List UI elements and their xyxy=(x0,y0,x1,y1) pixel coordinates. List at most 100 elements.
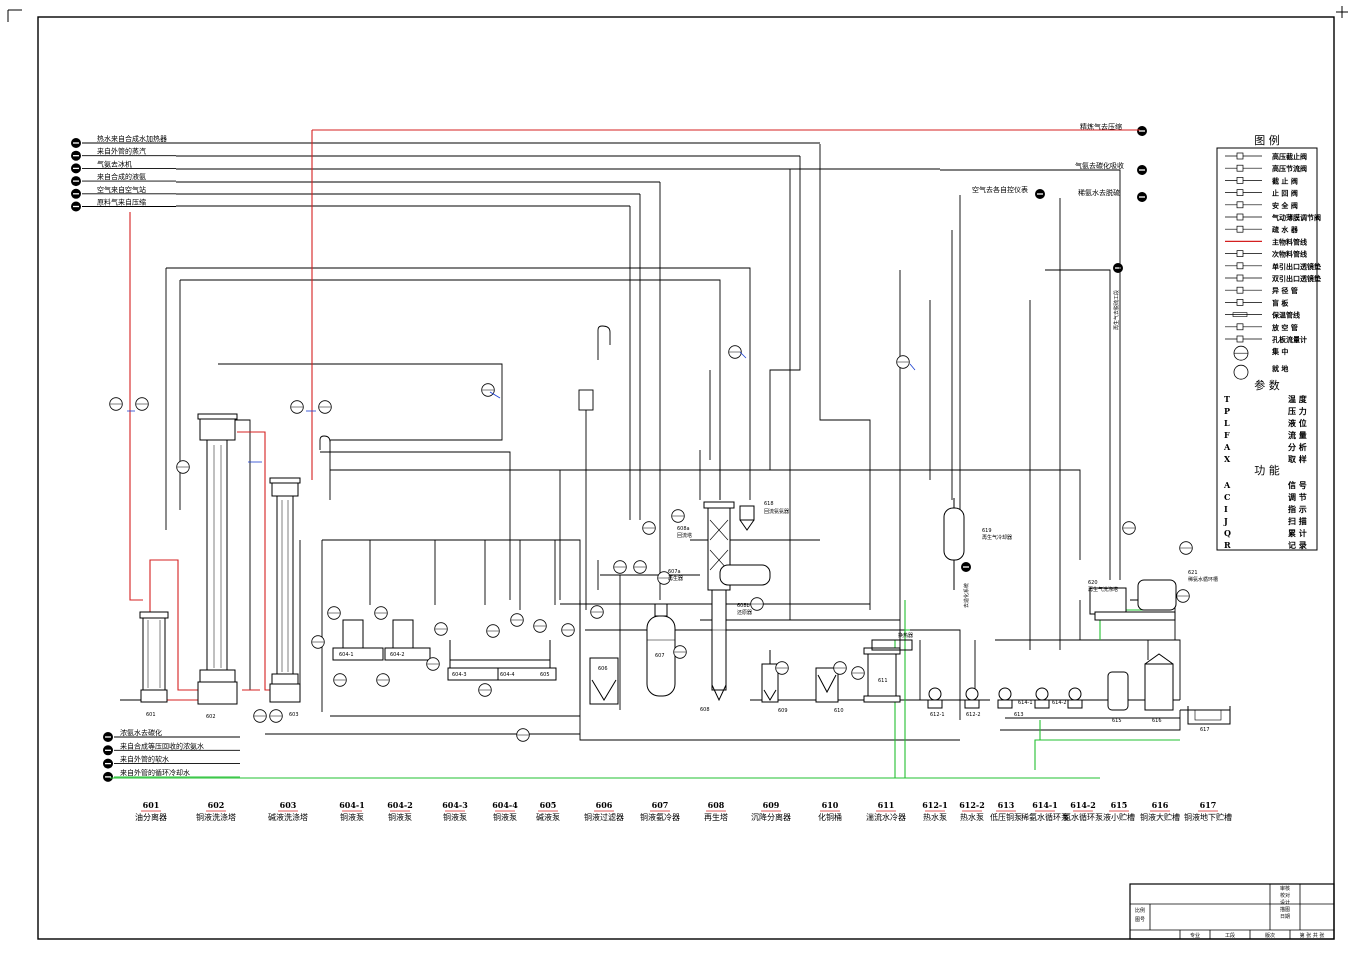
equipment-606-copper-filter xyxy=(589,657,619,705)
equipment-no: 614-2 xyxy=(1070,800,1096,810)
equipment-no: 604-3 xyxy=(442,800,468,810)
outlet-label-2: 空气去各自控仪表 xyxy=(972,185,1028,194)
inlet-terminal-icon xyxy=(71,176,81,187)
outlet-label-0: 精炼气去压缩 xyxy=(1080,122,1122,131)
inlet-label-1: 来自外管的蒸汽 xyxy=(97,147,146,156)
bottom-inlet-label-0: 浓氨水去碳化 xyxy=(120,728,162,737)
hp-stop-valve-icon xyxy=(1225,152,1262,160)
legend-label: 疏 水 器 xyxy=(1272,225,1299,234)
equipment-604-copper-pumps xyxy=(332,619,557,681)
title-block-bottom-cell: 专业 xyxy=(1190,932,1200,939)
inlet-terminal-icon xyxy=(71,150,81,161)
left-inlet-lines: 热水来自合成水加热器来自外管的蒸汽气氨去冰机来自合成的液氨空气来自空气站原料气来… xyxy=(71,134,940,212)
label-612-2: 612-2 xyxy=(966,712,981,718)
param-label: 分 析 xyxy=(1288,442,1307,452)
single-gauge-icon xyxy=(1225,262,1262,270)
equipment-no: 613 xyxy=(998,800,1015,810)
label-608b: 608b xyxy=(737,603,750,609)
label-607a: 607a xyxy=(668,569,681,575)
label-608b-name: 还原器 xyxy=(737,609,752,616)
equipment-name: 热水泵 xyxy=(923,812,947,822)
equipment-no: 603 xyxy=(280,800,297,810)
func-code: A xyxy=(1223,480,1231,490)
param-code: A xyxy=(1223,442,1231,452)
equipment-no: 612-1 xyxy=(922,800,948,810)
vertical-label-carbonation: 去造化系统 xyxy=(963,583,970,608)
equipment-no: 604-4 xyxy=(492,800,518,810)
bottom-inlet-terminal-icon xyxy=(103,745,113,756)
label-614-2: 614-2 xyxy=(1052,700,1067,706)
legend-label: 安 全 阀 xyxy=(1272,201,1298,210)
legend-label: 保温管线 xyxy=(1271,311,1300,320)
equipment-no: 604-2 xyxy=(387,800,413,810)
legend-label: 气动薄膜调节阀 xyxy=(1271,213,1321,222)
param-code: F xyxy=(1224,430,1230,440)
equipment-name: 铜液洗涤塔 xyxy=(196,812,236,822)
equipment-615-616-617-tanks xyxy=(1107,653,1231,725)
instrument-links xyxy=(127,351,916,463)
equipment-608-regeneration-tower xyxy=(703,501,771,702)
label-604-4: 604-4 xyxy=(500,672,515,678)
equipment-name: 低压铜泵 xyxy=(990,812,1022,822)
label-607a-name: 再生器 xyxy=(668,575,683,582)
inlet-label-5: 原料气来自压缩 xyxy=(97,198,146,207)
label-601: 601 xyxy=(146,712,156,718)
title-block-left-row: 比例 xyxy=(1135,907,1145,914)
param-label: 温 度 xyxy=(1288,394,1308,404)
func-code: R xyxy=(1224,540,1231,550)
drawing-frame xyxy=(37,16,1335,940)
legend-label: 单引出口透镜垫 xyxy=(1272,262,1321,271)
legend-func-rows: A 信 号 C 调 节 I 指 示 J 扫 描 Q 累 计 R 记 录 xyxy=(1223,480,1307,550)
title-block-bottom-cell: 第 张 共 张 xyxy=(1300,932,1325,939)
safety-valve-icon xyxy=(1225,201,1262,209)
double-gauge-icon xyxy=(1225,274,1262,282)
func-code: J xyxy=(1223,516,1228,526)
label-604-2: 604-2 xyxy=(390,652,405,658)
title-block-bottom-cell: 版次 xyxy=(1265,932,1275,939)
equipment-610-copper-dissolver xyxy=(815,667,839,703)
label-611: 611 xyxy=(878,678,888,684)
blind-plate-icon xyxy=(1225,299,1262,306)
bottom-inlet-label-2: 来自外管的软水 xyxy=(120,755,169,764)
equipment-613-614-pumps xyxy=(997,687,1083,709)
legend-label: 双引出口透镜垫 xyxy=(1272,274,1321,283)
label-619-name: 再生气冷却器 xyxy=(982,534,1012,541)
equipment-612-hot-water-pumps xyxy=(927,687,980,709)
label-608a-name: 回流塔 xyxy=(677,532,692,539)
drawing-equipment-labels: 601 602 603 604-1 604-2 604-3 604-4 605 … xyxy=(146,501,1218,733)
func-label: 调 节 xyxy=(1288,492,1307,502)
legend-label: 就 地 xyxy=(1272,364,1288,373)
legend-label: 盲 板 xyxy=(1272,298,1289,307)
inlet-label-4: 空气来自空气站 xyxy=(97,185,146,194)
equipment-name: 铜液泵 xyxy=(340,812,364,822)
inlet-label-0: 热水来自合成水加热器 xyxy=(97,134,167,143)
label-608a: 608a xyxy=(677,526,690,532)
equipment-no: 605 xyxy=(540,800,557,810)
equipment-name: 湍流水冷器 xyxy=(866,812,906,822)
param-label: 取 样 xyxy=(1288,454,1307,464)
equipment-name: 稀氨水循环泵 xyxy=(1021,812,1069,822)
equipment-name: 铜液大贮槽 xyxy=(1140,812,1180,822)
equipment-name: 沉降分离器 xyxy=(751,812,791,822)
inlet-terminal-icon xyxy=(71,163,81,174)
title-block-left-row: 图号 xyxy=(1135,917,1145,923)
equipment-no: 615 xyxy=(1111,800,1128,810)
equipment-no: 610 xyxy=(822,800,839,810)
label-612-1: 612-1 xyxy=(930,712,945,718)
legend-title: 图 例 xyxy=(1254,133,1280,147)
equipment-603-alkali-wash-tower xyxy=(269,477,301,703)
equipment-no: 607 xyxy=(652,800,669,810)
legend-params-title: 参 数 xyxy=(1254,378,1280,392)
central-icon xyxy=(1233,345,1249,361)
label-611-mark: 换热器 xyxy=(898,632,913,639)
func-code: C xyxy=(1224,492,1230,502)
equipment-name: 铜液泵 xyxy=(443,812,467,822)
outlet-terminal-icon xyxy=(1137,165,1147,175)
inlet-label-3: 来自合成的液氨 xyxy=(97,172,146,181)
equipment-no: 604-1 xyxy=(339,800,365,810)
label-618-name: 回流氨氨器 xyxy=(764,508,789,515)
param-code: L xyxy=(1224,418,1230,428)
